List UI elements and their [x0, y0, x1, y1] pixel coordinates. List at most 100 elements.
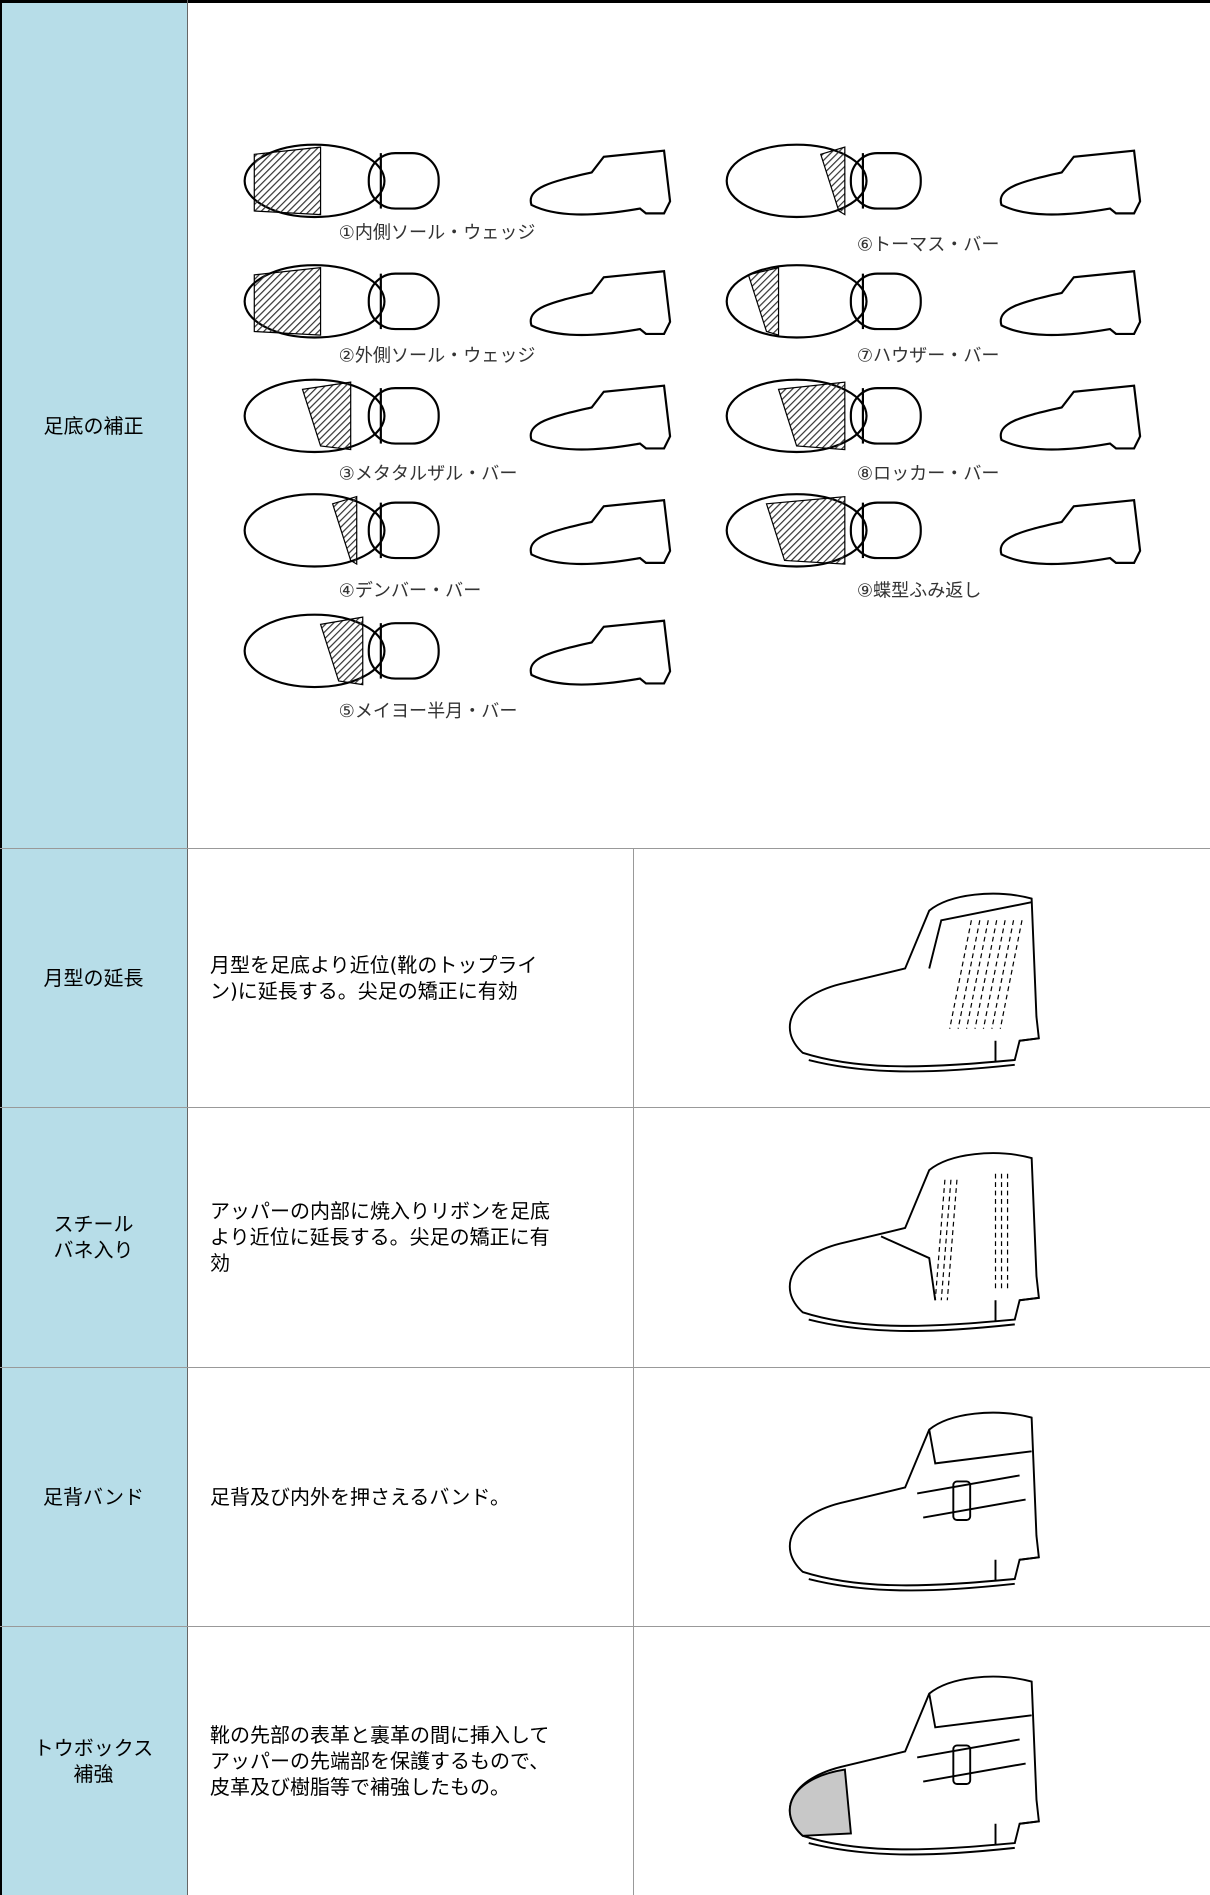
- sole-illustrations: ①内側ソール・ウェッジ ②外側ソール・ウェッジ ③メタタルザル・バー ④デンバー・バー…: [243, 143, 1142, 722]
- sole-forepart: [725, 378, 868, 454]
- boot: [788, 1411, 1040, 1592]
- label-column: [0, 0, 187, 1895]
- boot-outline: [788, 1152, 1040, 1327]
- sole-set: [243, 613, 672, 689]
- row-label: トウボックス 補強: [0, 1626, 187, 1895]
- shoe: [529, 619, 672, 686]
- strap: [917, 1738, 1026, 1783]
- row-label: 足背バンド: [0, 1367, 187, 1626]
- boot-outline: [788, 892, 1040, 1068]
- buckle: [952, 1744, 972, 1785]
- sole-heel: [849, 272, 922, 331]
- boot-illustration: [788, 1152, 1040, 1332]
- sole-forepart: [725, 264, 868, 339]
- shoe: [529, 149, 672, 216]
- description: 月型を足底より近位(靴のトップライン)に延長する。尖足の矯正に有効: [188, 848, 633, 1107]
- sole-wedge: [253, 146, 322, 216]
- sole-caption: ⑥トーマス・バー: [857, 235, 1000, 256]
- sole-wedge: [301, 381, 352, 451]
- label-line: 月型の延長: [43, 965, 144, 990]
- boot-heel: [994, 1820, 1040, 1846]
- boot-heel: [994, 1296, 1040, 1322]
- sole-wedge: [253, 266, 322, 336]
- description: 足背及び内外を押さえるバンド。: [188, 1367, 633, 1626]
- row-label: 月型の延長: [0, 848, 187, 1107]
- spring: [940, 1179, 952, 1301]
- boot-outline: [788, 1411, 1040, 1587]
- sole-heel: [849, 152, 922, 210]
- shoe: [999, 149, 1142, 216]
- counter: [928, 901, 1032, 969]
- row-divider: [0, 848, 1210, 849]
- collar: [928, 1693, 1032, 1729]
- top-border: [0, 0, 1210, 3]
- sole-forepart: [725, 143, 868, 219]
- shoe: [529, 270, 672, 337]
- spring: [934, 1179, 946, 1301]
- label-line: バネ入り: [53, 1238, 134, 1262]
- description-text: アッパーの内部に焼入りリボンを足底より近位に延長する。尖足の矯正に有効: [210, 1199, 550, 1275]
- sole-heel: [367, 272, 440, 331]
- column-divider: [187, 0, 188, 1895]
- shoe: [529, 499, 672, 566]
- description: アッパーの内部に焼入りリボンを足底より近位に延長する。尖足の矯正に有効: [188, 1107, 633, 1367]
- hatch: [982, 920, 1006, 1029]
- boot-illustration: [788, 1675, 1040, 1856]
- sole-forepart: [243, 493, 386, 568]
- sole-set: [243, 143, 672, 219]
- row-label: 足底の補正: [0, 3, 187, 848]
- description-text: 足背及び内外を押さえるバンド。: [210, 1484, 510, 1509]
- buckle: [952, 1480, 972, 1521]
- label-line: 足背バンド: [43, 1484, 144, 1509]
- sole-forepart: [243, 143, 386, 219]
- sole-forepart: [243, 378, 386, 454]
- boot-heel: [994, 1037, 1039, 1063]
- sole-caption: ⑨蝶型ふみ返し: [857, 581, 982, 602]
- shoe: [999, 384, 1142, 451]
- sole-heel: [849, 387, 922, 445]
- sole-wedge: [819, 146, 846, 216]
- collar: [928, 1429, 1032, 1465]
- sole-set: [725, 378, 1142, 454]
- boot-illustration: [788, 1411, 1040, 1592]
- sole-wedge: [331, 495, 358, 566]
- toe-box: [788, 1768, 852, 1837]
- boot-sole: [808, 1578, 1015, 1592]
- row-divider: [0, 1367, 1210, 1368]
- hatch: [974, 920, 998, 1029]
- sole-heel: [367, 152, 440, 210]
- middle-divider: [633, 848, 634, 1895]
- strap: [917, 1474, 1026, 1519]
- sole-forepart: [243, 264, 386, 339]
- boot-illustration: [788, 892, 1040, 1073]
- hatch: [965, 920, 989, 1029]
- sole-heel: [367, 501, 440, 560]
- sole-caption: ⑤メイヨー半月・バー: [339, 701, 518, 722]
- sole-caption: ②外側ソール・ウェッジ: [339, 346, 536, 367]
- sole-wedge: [747, 266, 780, 336]
- shoe: [529, 384, 672, 451]
- sole-set: [243, 493, 672, 568]
- shoe: [999, 499, 1142, 566]
- row-divider: [0, 1107, 1210, 1108]
- sole-caption: ①内側ソール・ウェッジ: [339, 223, 536, 244]
- sole-wedge: [319, 616, 364, 686]
- boot-sole: [808, 1318, 1015, 1332]
- description-text: 月型を足底より近位(靴のトップライン)に延長する。尖足の矯正に有効: [210, 952, 538, 1003]
- shoe: [999, 270, 1142, 337]
- sole-set: [243, 378, 672, 454]
- description: 靴の先部の表革と裏革の間に挿入してアッパーの先端部を保護するもので、皮革及び樹脂…: [188, 1626, 633, 1895]
- hatch: [999, 920, 1023, 1029]
- row-divider: [0, 1626, 1210, 1627]
- sole-wedge: [765, 495, 846, 565]
- label-line: トウボックス: [33, 1735, 154, 1760]
- label-line: 足底の補正: [43, 413, 144, 438]
- label-line: 補強: [73, 1761, 114, 1786]
- boot: [788, 892, 1040, 1073]
- description-text: 靴の先部の表革と裏革の間に挿入してアッパーの先端部を保護するもので、皮革及び樹脂…: [210, 1722, 550, 1799]
- boot-sole: [808, 1059, 1015, 1073]
- sole-wedge: [777, 381, 846, 451]
- boot: [788, 1152, 1040, 1332]
- sole-forepart: [243, 613, 386, 689]
